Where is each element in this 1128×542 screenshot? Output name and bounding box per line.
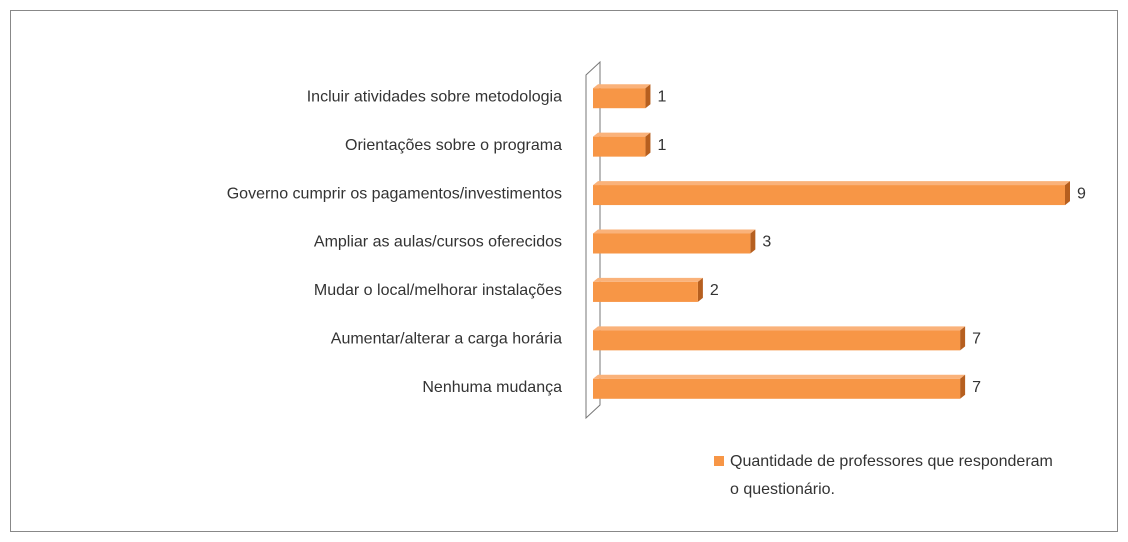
bar-side [960,326,966,351]
bar-side [1065,181,1070,206]
bar-side [645,84,651,109]
y-tick-label: Orientações sobre o programa [345,137,562,154]
bar-top [593,132,651,137]
y-tick-label: Mudar o local/melhorar instalações [314,282,562,299]
data-label: 7 [972,331,981,348]
bar [593,88,646,109]
bar-side [697,277,703,302]
y-tick-label: Nenhuma mudança [422,379,562,396]
bar-top [593,374,966,379]
bar-side [750,229,756,254]
bar [593,136,646,157]
bar [593,330,961,351]
bar-top [593,326,966,331]
y-tick-label: Ampliar as aulas/cursos oferecidos [314,234,562,251]
data-label: 9 [1077,185,1086,202]
bar [593,233,751,254]
bar-top [593,84,651,89]
bar [593,378,961,399]
data-label: 1 [657,88,666,105]
bar-side [960,374,966,399]
data-label: 2 [710,282,719,299]
y-tick-label: Incluir atividades sobre metodologia [307,88,562,105]
y-tick-label: Governo cumprir os pagamentos/investimen… [227,185,562,202]
bar-top [593,277,703,282]
bar-side [645,132,651,157]
legend-label: Quantidade de professores que respondera… [730,453,1053,498]
bar-top [593,181,1070,186]
bar [593,281,698,302]
data-label: 1 [657,137,666,154]
data-label: 7 [972,379,981,396]
data-label: 3 [762,234,771,251]
bar-top [593,229,756,234]
y-tick-label: Aumentar/alterar a carga horária [331,331,562,348]
bar [593,185,1065,206]
legend-swatch [714,456,724,466]
chart-border [10,10,1118,532]
